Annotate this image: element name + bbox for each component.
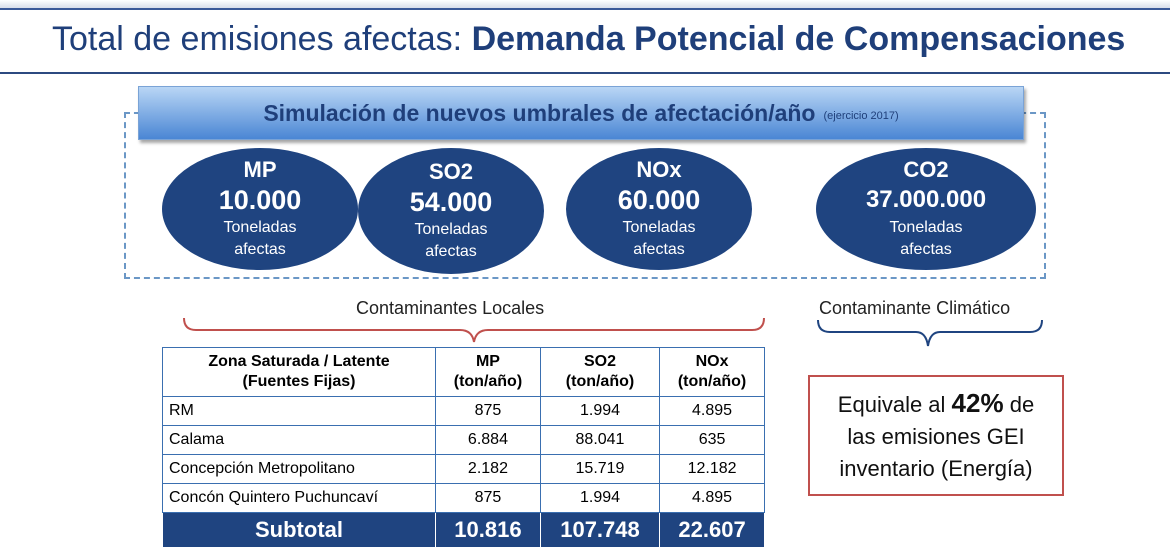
header-mp: MP (ton/año) [435, 347, 541, 397]
header-line: (Fuentes Fijas) [242, 373, 356, 390]
subtotal-label: Subtotal [162, 512, 436, 548]
table-row: Concón Quintero Puchuncaví 875 1.994 4.8… [162, 483, 765, 513]
mp-cell: 875 [435, 396, 541, 426]
equiv-pre: Equivale al [837, 391, 952, 417]
nox-cell: 4.895 [659, 396, 765, 426]
nox-cell: 4.895 [659, 483, 765, 513]
header-so2: SO2 (ton/año) [539, 347, 661, 397]
zone-cell: Calama [162, 425, 436, 455]
pollutant-unit: afectas [633, 241, 685, 258]
page-title: Total de emisiones afectas: Demanda Pote… [52, 20, 1125, 59]
pollutant-ellipse-so2: SO2 54.000 Toneladas afectas [358, 148, 544, 274]
table-row: Concepción Metropolitano 2.182 15.719 12… [162, 454, 765, 484]
pollutant-unit: Toneladas [414, 221, 488, 238]
pollutant-name: SO2 [428, 159, 474, 184]
pollutant-name: CO2 [903, 157, 949, 182]
pollutant-unit: afectas [900, 241, 952, 258]
so2-cell: 1.994 [539, 396, 661, 426]
zone-cell: Concón Quintero Puchuncaví [162, 483, 436, 513]
zone-cell: Concepción Metropolitano [162, 454, 436, 484]
nox-cell: 635 [659, 425, 765, 455]
mp-cell: 6.884 [435, 425, 541, 455]
header-nox: NOx (ton/año) [659, 347, 765, 397]
header-line: (ton/año) [677, 373, 747, 390]
equivalence-line1: Equivale al 42% de [838, 387, 1034, 421]
so2-cell: 88.041 [539, 425, 661, 455]
mp-cell: 2.182 [435, 454, 541, 484]
equiv-post: de [1003, 391, 1035, 417]
subtotal-so2: 107.748 [539, 512, 661, 548]
subtotal-nox: 22.607 [659, 512, 765, 548]
so2-cell: 1.994 [539, 483, 661, 513]
equivalence-line3: inventario (Energía) [839, 455, 1033, 481]
title-plain: Total de emisiones afectas: [52, 20, 472, 58]
pollutant-ellipse-nox: NOx 60.000 Toneladas afectas [566, 148, 752, 270]
table-header-row: Zona Saturada / Latente (Fuentes Fijas) M… [162, 347, 765, 397]
banner-text: Simulación de nuevos umbrales de afectac… [263, 99, 816, 126]
top-gradient-bar [0, 0, 1170, 10]
pollutant-value: 10.000 [218, 185, 302, 215]
zone-cell: RM [162, 396, 436, 426]
header-zone: Zona Saturada / Latente (Fuentes Fijas) [162, 347, 436, 397]
title-rule [0, 72, 1170, 74]
top-line [0, 8, 1170, 10]
equivalence-box: Equivale al 42% de las emisiones GEI inv… [808, 375, 1064, 496]
pollutant-unit: afectas [425, 243, 477, 260]
pollutant-unit: Toneladas [223, 219, 297, 236]
subtotal-mp: 10.816 [435, 512, 541, 548]
nox-cell: 12.182 [659, 454, 765, 484]
pollutant-value: 54.000 [409, 187, 493, 217]
pollutant-value: 60.000 [617, 185, 701, 215]
climate-brace [817, 319, 1043, 347]
pollutant-name: NOx [636, 157, 682, 182]
pollutant-value: 37.000.000 [865, 186, 987, 213]
mp-cell: 875 [435, 483, 541, 513]
header-line: NOx [695, 353, 729, 370]
simulation-banner: Simulación de nuevos umbrales de afectac… [138, 86, 1024, 140]
pollutant-name: MP [243, 157, 277, 182]
pollutant-unit: Toneladas [889, 219, 963, 236]
pollutant-ellipse-co2: CO2 37.000.000 Toneladas afectas [816, 148, 1036, 270]
header-line: Zona Saturada / Latente [208, 353, 390, 370]
so2-cell: 15.719 [539, 454, 661, 484]
table-row: Calama 6.884 88.041 635 [162, 425, 765, 455]
banner-note: (ejercicio 2017) [823, 110, 899, 122]
local-brace [183, 317, 765, 343]
header-line: SO2 [583, 353, 616, 370]
pollutant-ellipse-mp: MP 10.000 Toneladas afectas [162, 148, 358, 270]
table-row: RM 875 1.994 4.895 [162, 396, 765, 426]
subtotal-row: Subtotal 10.816 107.748 22.607 [162, 512, 765, 548]
caption-climate: Contaminante Climático [819, 298, 1011, 318]
pollutant-unit: Toneladas [622, 219, 696, 236]
header-line: (ton/año) [565, 373, 635, 390]
pollutant-unit: afectas [234, 241, 286, 258]
header-line: MP [475, 353, 500, 370]
emissions-table: Zona Saturada / Latente (Fuentes Fijas) M… [162, 347, 765, 548]
header-line: (ton/año) [453, 373, 523, 390]
caption-local: Contaminantes Locales [356, 298, 545, 318]
equiv-percent: 42% [951, 387, 1004, 418]
equivalence-line2: las emisiones GEI [847, 423, 1025, 449]
title-bold: Demanda Potencial de Compensaciones [471, 20, 1126, 58]
